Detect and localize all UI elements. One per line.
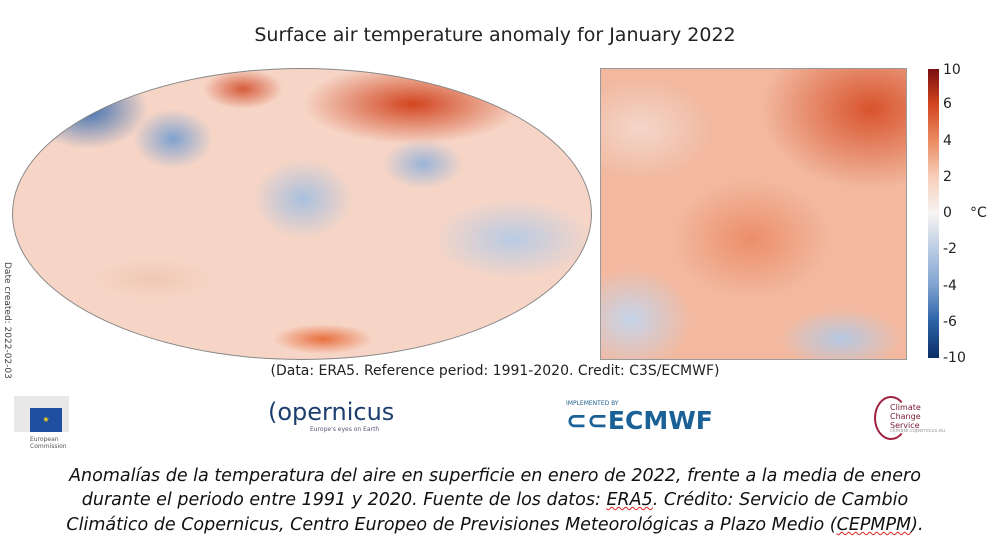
caption-cepmpm: CEPMPM <box>836 515 912 535</box>
c3s-logo-icon <box>874 396 908 440</box>
colorbar-tick: 10 <box>943 62 961 78</box>
caption-line: Anomalías de la temperatura del aire en … <box>69 466 921 486</box>
ecmwf-logo: ⊂⊂ECMWF <box>566 406 713 435</box>
c3s-url: climate.copernicus.eu <box>890 428 946 434</box>
colorbar-tick: 0 <box>943 205 952 221</box>
colorbar-unit: °C <box>970 205 987 221</box>
copernicus-tagline: Europe's eyes on Earth <box>310 426 380 433</box>
eu-flag-icon: ★ <box>30 408 62 432</box>
colorbar-tick: -10 <box>943 350 966 366</box>
figure-title: Surface air temperature anomaly for Janu… <box>254 24 736 46</box>
caption-line: durante el periodo entre 1991 y 2020. Fu… <box>0 490 990 510</box>
caption-era5: ERA5 <box>606 490 653 510</box>
caption-text: . Crédito: Servicio de Cambio <box>652 490 909 510</box>
ecmwf-implemented-by: IMPLEMENTED BY <box>566 400 619 407</box>
caption-line: Climático de Copernicus, Centro Europeo … <box>0 515 990 535</box>
colorbar-tick: 2 <box>943 169 952 185</box>
europe-anomaly-map <box>600 68 907 360</box>
caption-text: Climático de Copernicus, Centro Europeo … <box>66 515 837 535</box>
colorbar-tick: -4 <box>943 278 957 294</box>
c3s-logo-text: Climate Change Service <box>890 403 921 430</box>
colorbar-tick: 4 <box>943 133 952 149</box>
caption-text: durante el periodo entre 1991 y 2020. Fu… <box>81 490 607 510</box>
colorbar-tick: 6 <box>943 96 952 112</box>
date-created: Date created: 2022-02-03 <box>2 262 12 379</box>
colorbar-tick: -2 <box>943 241 957 257</box>
data-credit: (Data: ERA5. Reference period: 1991-2020… <box>270 363 720 379</box>
colorbar-tick: -6 <box>943 314 957 330</box>
colorbar <box>928 69 939 358</box>
caption-text: ). <box>911 515 924 535</box>
ecmwf-text: ECMWF <box>607 406 713 435</box>
copernicus-text: opernicus <box>277 398 395 426</box>
eu-logo-text: European Commission <box>30 436 67 450</box>
copernicus-logo: (opernicus <box>268 398 395 426</box>
world-anomaly-map <box>12 68 592 360</box>
